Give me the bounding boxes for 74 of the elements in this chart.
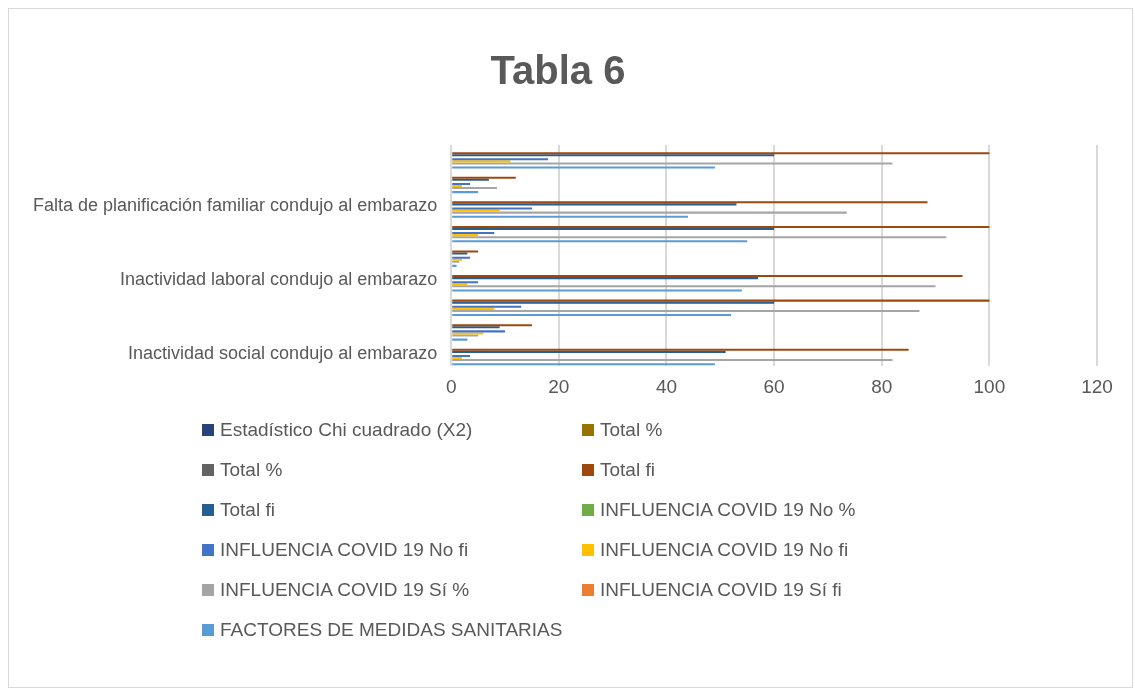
legend-label: Total % xyxy=(220,459,283,481)
x-tick-label: 120 xyxy=(1081,375,1113,397)
legend-label: Total % xyxy=(600,419,663,441)
bar xyxy=(452,332,484,335)
bar xyxy=(452,326,500,329)
bar xyxy=(452,307,495,310)
bar xyxy=(452,330,506,333)
bar xyxy=(452,236,947,239)
bar xyxy=(452,160,511,163)
bar xyxy=(452,309,920,312)
legend-label: Total fi xyxy=(220,499,275,521)
bar xyxy=(452,250,479,253)
bar xyxy=(452,299,990,302)
x-tick-label: 40 xyxy=(655,375,678,397)
bar xyxy=(452,225,990,228)
bar xyxy=(452,277,758,280)
legend-label: INFLUENCIA COVID 19 No % xyxy=(600,499,856,521)
bar xyxy=(452,252,468,255)
bar xyxy=(452,158,549,161)
x-tick-label: 60 xyxy=(763,375,785,397)
bar xyxy=(452,324,532,327)
bar xyxy=(452,354,471,357)
x-tick-label: 0 xyxy=(445,375,457,397)
bar xyxy=(452,301,775,304)
bar xyxy=(452,209,500,212)
bar xyxy=(452,334,479,337)
bar xyxy=(452,348,909,351)
legend-label: Estadístico Chi cuadrado (X2) xyxy=(220,419,473,441)
bar xyxy=(452,289,742,292)
bar xyxy=(452,203,737,206)
bar xyxy=(452,234,479,237)
bar xyxy=(452,240,748,243)
bar xyxy=(452,232,495,235)
chart-title: Tabla 6 xyxy=(490,48,626,93)
legend-label: Total fi xyxy=(600,459,655,481)
legend-label: INFLUENCIA COVID 19 No fi xyxy=(600,539,849,561)
legend-label: INFLUENCIA COVID 19 Sí fi xyxy=(600,579,842,601)
bar xyxy=(452,201,928,204)
bar xyxy=(452,281,479,284)
bar xyxy=(452,152,990,155)
bar xyxy=(452,211,847,214)
bar xyxy=(452,207,532,210)
legend-label: FACTORES DE MEDIDAS SANITARIAS xyxy=(220,619,563,641)
legend-label: INFLUENCIA COVID 19 Sí % xyxy=(220,579,470,601)
bar xyxy=(452,166,715,169)
bar xyxy=(452,184,462,188)
bar xyxy=(452,314,732,317)
bar xyxy=(452,264,457,267)
bar xyxy=(452,191,479,194)
x-tick-label: 20 xyxy=(548,375,570,397)
legend-label: INFLUENCIA COVID 19 No fi xyxy=(220,539,469,561)
x-tick-label: 80 xyxy=(871,375,893,397)
bar xyxy=(452,182,471,185)
bar xyxy=(452,162,893,165)
x-tick-label: 100 xyxy=(973,375,1006,397)
bar xyxy=(452,357,462,360)
bar xyxy=(452,215,689,218)
bar xyxy=(452,359,893,362)
y-tick-label: Falta de planificación familiar condujo al embarazo xyxy=(33,195,438,216)
bar xyxy=(452,350,726,353)
bar xyxy=(452,305,522,308)
bar xyxy=(452,187,497,190)
bar xyxy=(452,338,468,341)
bar xyxy=(452,176,516,179)
y-tick-label: Inactividad social condujo al embarazo xyxy=(128,342,438,363)
bar xyxy=(452,363,715,366)
bar xyxy=(452,285,936,288)
bar xyxy=(452,154,775,157)
bar xyxy=(452,227,775,230)
bar xyxy=(452,275,963,278)
bar xyxy=(452,178,489,181)
y-tick-label: Inactividad laboral condujo al embarazo xyxy=(120,269,438,290)
bar xyxy=(452,256,471,259)
bar xyxy=(452,283,468,286)
